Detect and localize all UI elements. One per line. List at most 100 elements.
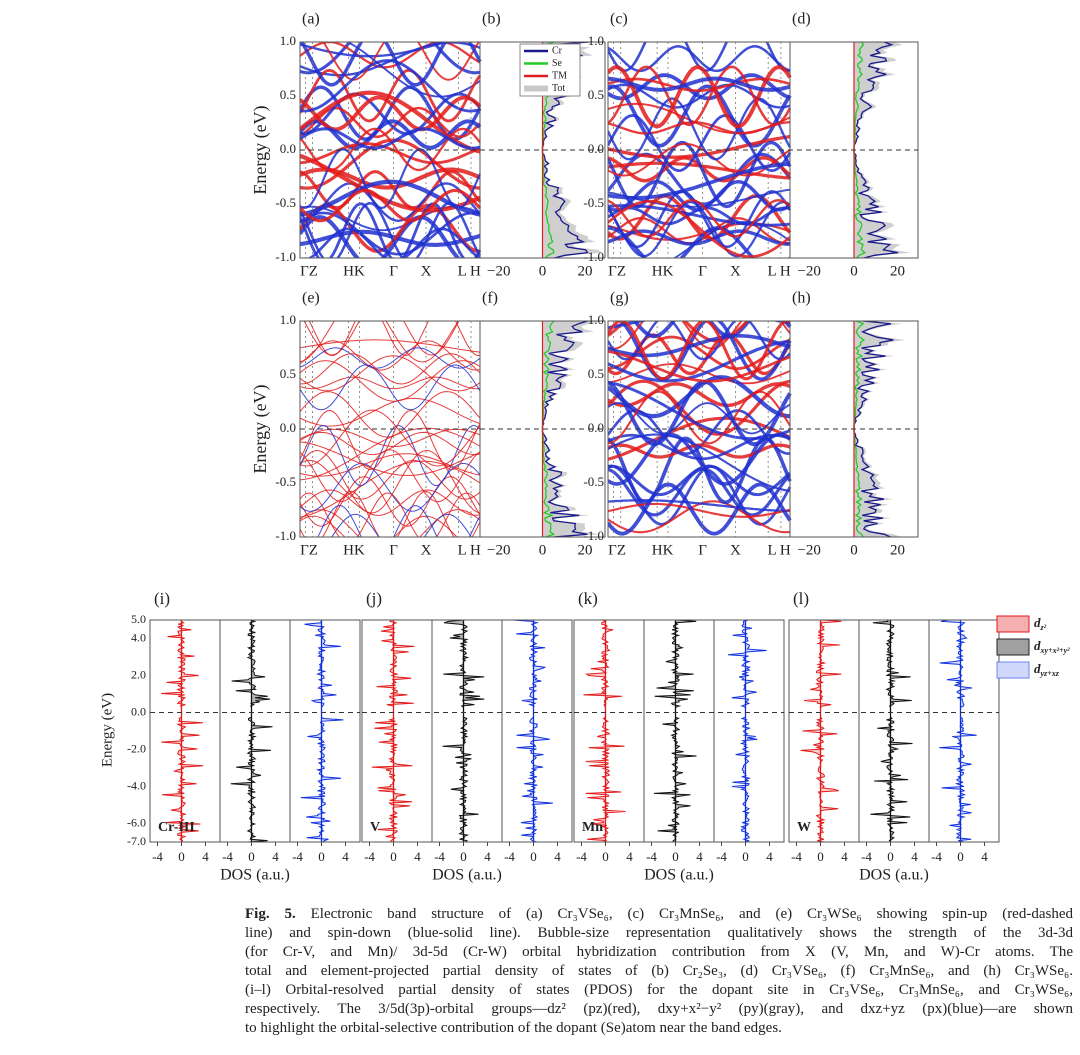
band-curve (300, 202, 482, 258)
pdos-curve (442, 620, 485, 842)
band-curve (300, 489, 481, 516)
x-tick-label: 4 (272, 849, 279, 864)
panel-label: (k) (578, 589, 598, 608)
panel-label: (c) (610, 11, 628, 28)
caption-text: total and element-projected partial dens… (245, 963, 1073, 979)
panel-label: (h) (792, 290, 811, 307)
x-tick-label: 0 (742, 849, 749, 864)
y-tick-label: 0.0 (588, 420, 604, 435)
k-label: X (730, 263, 741, 279)
y-tick-label: -0.5 (583, 474, 604, 489)
curves (371, 620, 553, 842)
band-curve (300, 347, 481, 369)
band-curve (300, 68, 482, 123)
pdos-frame (361, 619, 573, 843)
k-label: ΓZ (300, 542, 318, 558)
caption-text: (i–l) Orbital-resolved partial density o… (245, 982, 1073, 998)
caption-line: respectively. The 3/5d(3p)-orbital group… (245, 1000, 1073, 1019)
band-curve (300, 148, 481, 210)
curves (608, 321, 906, 537)
band-curve (608, 113, 792, 173)
caption-text: respectively. The 3/5d(3p)-orbital group… (245, 1001, 1073, 1017)
x-axis-label: DOS (a.u.) (859, 867, 929, 884)
band-curve (608, 204, 791, 227)
panel-label: (a) (302, 11, 320, 28)
x-tick-label: 0 (850, 263, 858, 279)
x-tick-label: 4 (626, 849, 633, 864)
x-axis-label: DOS (a.u.) (432, 867, 502, 884)
band-curve (608, 83, 791, 109)
y-tick-label: -4.0 (127, 778, 146, 792)
band-curve (300, 364, 481, 411)
band-curve (632, 321, 792, 339)
band-curve (300, 409, 481, 471)
caption-line: Fig. 5. Electronic band structure of (a)… (245, 905, 1073, 924)
x-tick-label: -4 (931, 849, 942, 864)
panel-label: (f) (482, 290, 498, 307)
y-tick-label: 0.5 (280, 366, 296, 381)
band-curve (300, 391, 481, 438)
k-label: L H (767, 542, 790, 558)
dos-total (542, 321, 602, 537)
x-tick-label: −20 (487, 542, 510, 558)
x-tick-label: 0 (817, 849, 824, 864)
curves (161, 620, 344, 842)
panel-label: (e) (302, 290, 320, 307)
caption: Fig. 5. Electronic band structure of (a)… (245, 905, 1073, 1038)
x-tick-label: 0 (390, 849, 397, 864)
band-curve (608, 198, 791, 238)
legend-base: d (1034, 615, 1041, 630)
y-tick-label: 0.0 (280, 420, 296, 435)
legend-sub: z² (1040, 623, 1047, 632)
band-curve (608, 416, 791, 461)
y-tick-label: -1.0 (275, 528, 296, 543)
legend-swatch (996, 638, 1030, 656)
x-tick-label: 4 (342, 849, 349, 864)
band-curve (608, 433, 791, 492)
y-tick-label: 2.0 (131, 667, 146, 681)
k-label: HK (343, 263, 365, 279)
band-curve (300, 492, 481, 537)
x-tick-label: 0 (850, 542, 858, 558)
x-axis-label: DOS (a.u.) (644, 867, 714, 884)
figure-label: Fig. 5. (245, 906, 296, 922)
band-curve (608, 321, 791, 361)
legend-label: dxy+x²+y² (1034, 638, 1070, 655)
y-tick-label: -7.0 (127, 834, 146, 848)
x-tick-label: 20 (578, 263, 593, 279)
x-tick-label: 4 (911, 849, 918, 864)
figure: (a) (b) 1.0 0.5 0.0 -0.5 -1.0 ΓZ HK Γ X L H −20 0 20 En… (99, 11, 1070, 884)
x-tick-label: -4 (504, 849, 515, 864)
legend-swatch (996, 661, 1030, 679)
band-curve (300, 92, 482, 136)
band-curve (608, 226, 790, 258)
x-tick-label: 0 (178, 849, 185, 864)
y-axis-label: Energy (eV) (99, 693, 115, 767)
legend-swatch (996, 615, 1030, 633)
y-tick-label: -1.0 (583, 528, 604, 543)
x-tick-label: 4 (554, 849, 561, 864)
x-tick-label: 20 (578, 542, 593, 558)
band-curve (608, 76, 791, 92)
y-tick-label: 0.0 (588, 141, 604, 156)
pdos-frame (573, 619, 785, 843)
band-curve (608, 482, 792, 536)
y-tick-label: 5.0 (131, 612, 146, 626)
y-tick-label: 0.5 (588, 366, 604, 381)
band-curve (300, 42, 481, 75)
y-tick-label: 0.0 (280, 141, 296, 156)
x-tick-label: 4 (766, 849, 773, 864)
band-curve (608, 321, 750, 343)
band-curve (608, 65, 792, 129)
x-tick-label: -4 (576, 849, 587, 864)
x-tick-label: 4 (696, 849, 703, 864)
curves (800, 620, 977, 842)
k-label: L H (458, 263, 481, 279)
band-curve (300, 127, 481, 150)
panel-label: (g) (610, 290, 629, 307)
band-curve (608, 65, 792, 127)
y-tick-label: -0.5 (275, 474, 296, 489)
k-label: Γ (389, 542, 398, 558)
k-label: ΓZ (608, 542, 626, 558)
